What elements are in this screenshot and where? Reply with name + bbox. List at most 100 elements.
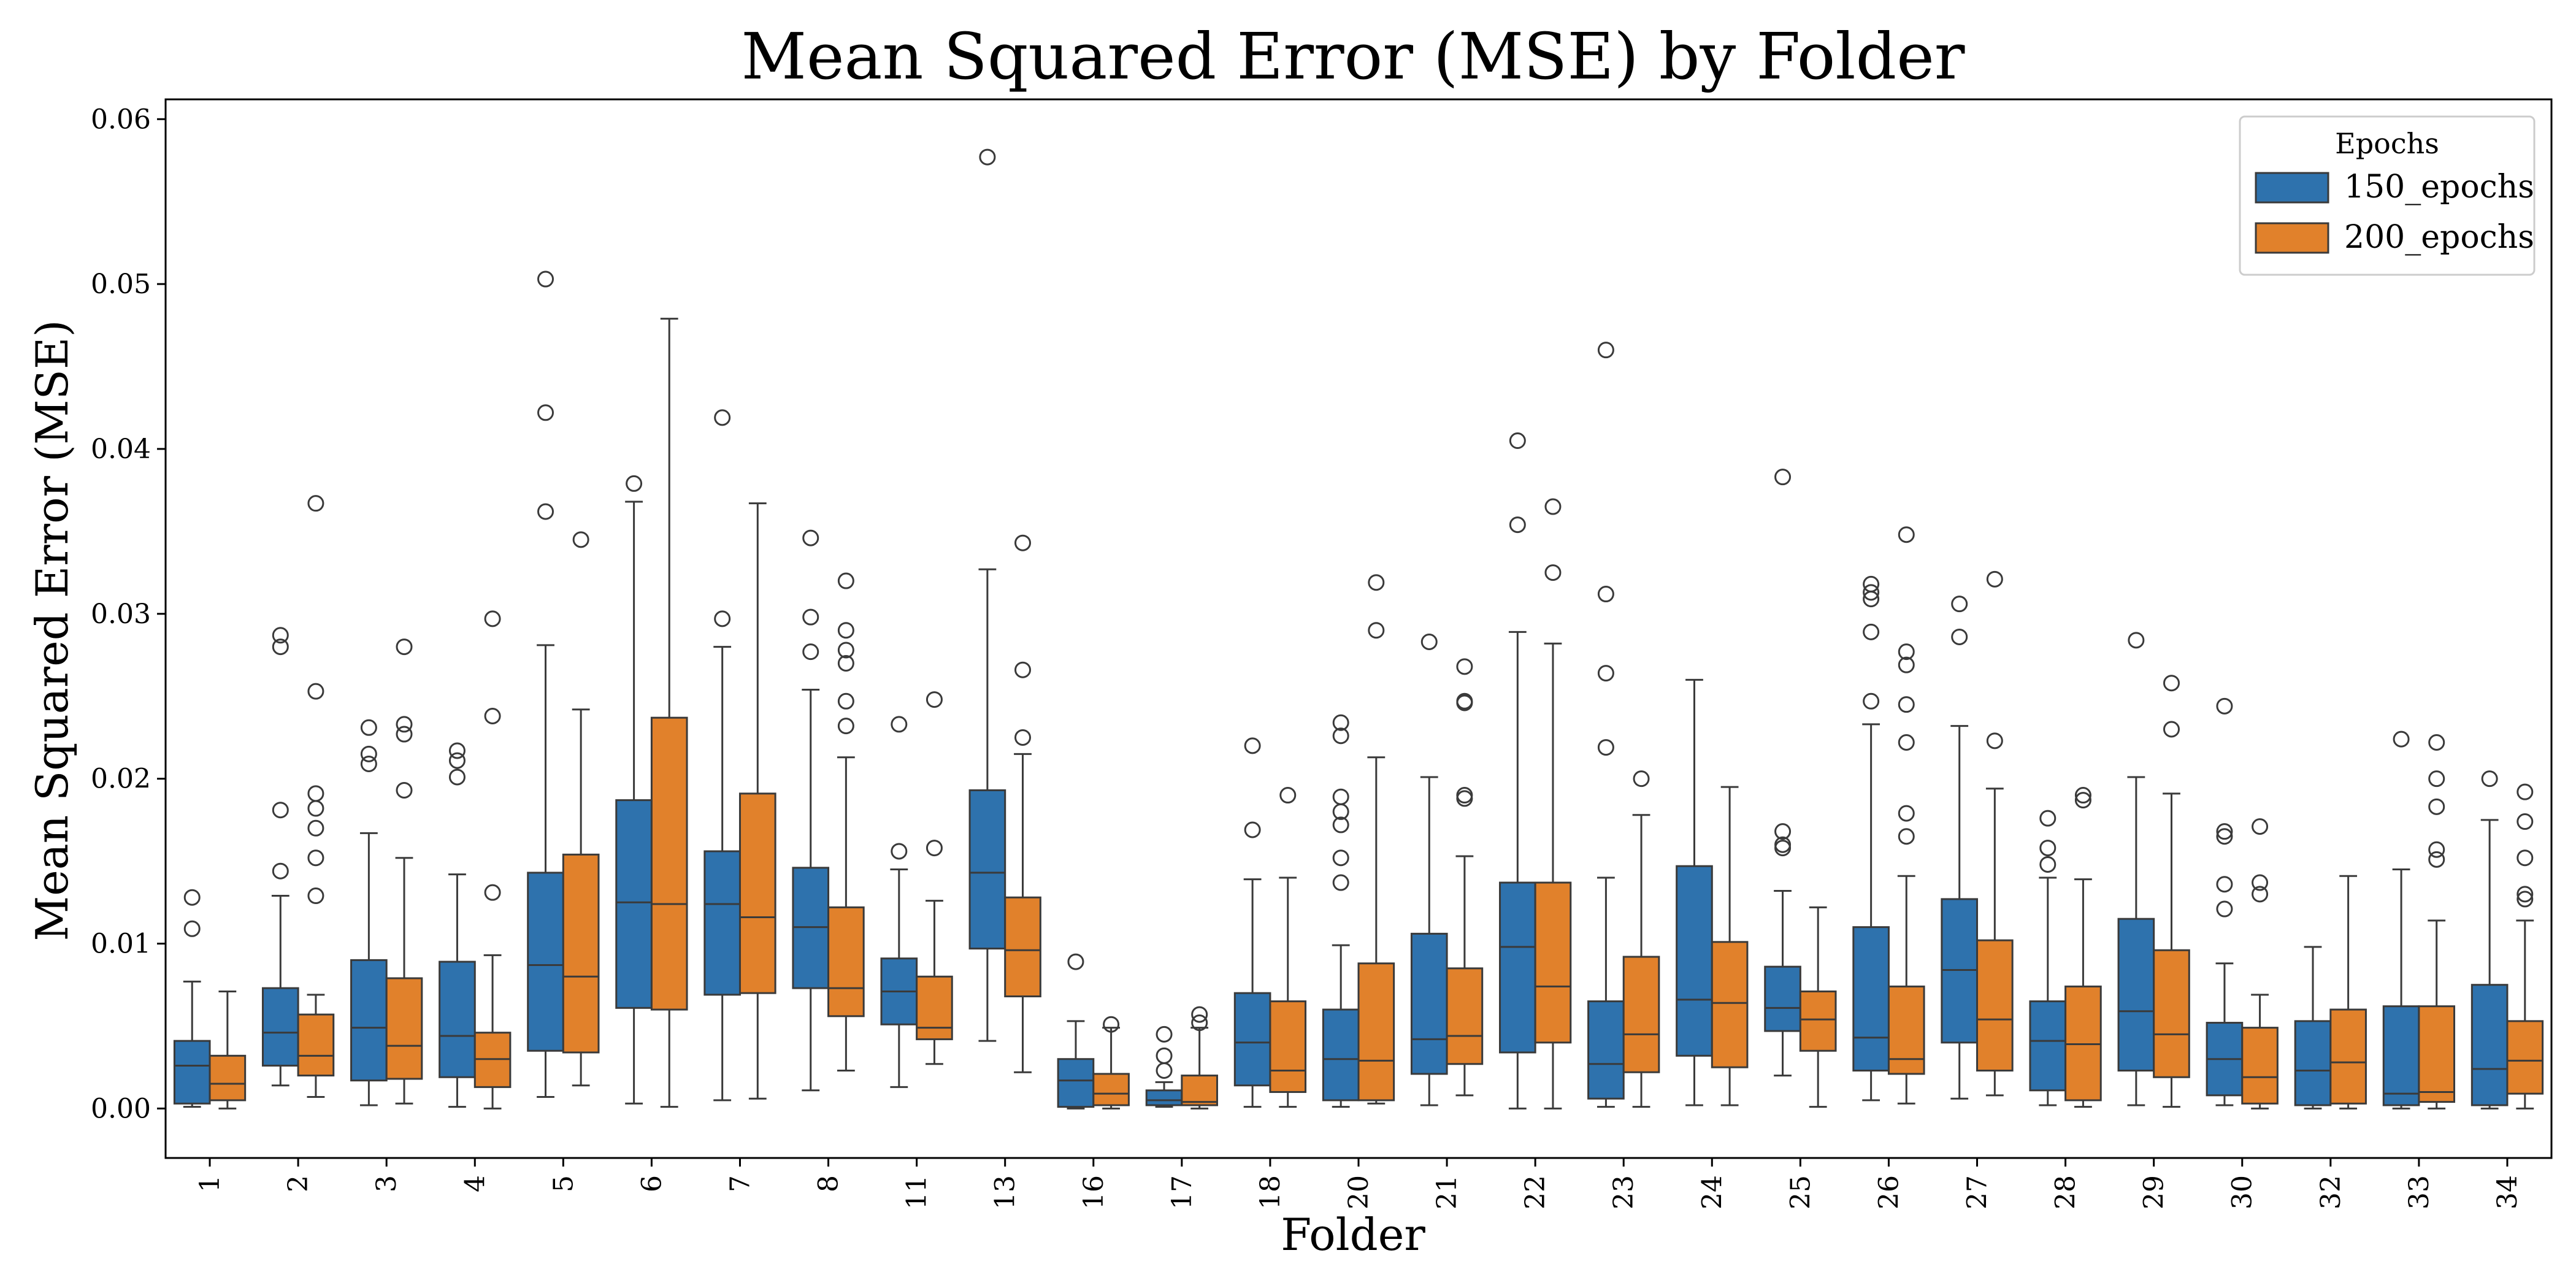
outlier-point [837, 718, 854, 735]
box-150_epochs-28 [2029, 810, 2067, 1106]
outlier-point [837, 572, 854, 589]
chart-title: Mean Squared Error (MSE) by Folder [742, 19, 1965, 94]
outlier-point [307, 849, 324, 867]
outlier-point [1456, 787, 1473, 804]
box-body [1446, 967, 1484, 1065]
box-150_epochs-13 [968, 148, 1006, 1042]
box-body [1410, 932, 1448, 1075]
box-150_epochs-21 [1410, 634, 1448, 1106]
outlier-point [1898, 828, 1915, 845]
outlier-point [1509, 516, 1526, 534]
box-200_epochs-13 [1004, 534, 1041, 1073]
outlier-point [2039, 810, 2057, 827]
box-body [1976, 939, 2014, 1072]
legend-item-200_epochs: 200_epochs [2255, 219, 2534, 256]
outlier-point [1279, 787, 1297, 804]
box-150_epochs-30 [2206, 697, 2244, 1106]
box-150_epochs-2 [261, 627, 299, 1087]
outlier-point [572, 531, 589, 548]
outlier-point [448, 752, 466, 769]
outlier-point [2393, 730, 2410, 748]
outlier-point [1067, 953, 1084, 970]
x-tick-label: 24 [1696, 1175, 1728, 1209]
outlier-point [802, 643, 819, 661]
box-body [385, 977, 423, 1080]
box-150_epochs-24 [1676, 678, 1713, 1106]
legend-label: 150_epochs [2344, 169, 2534, 205]
x-tick-label: 30 [2227, 1175, 2258, 1209]
box-150_epochs-1 [173, 889, 211, 1108]
box-200_epochs-27 [1976, 570, 2014, 1097]
outlier-point [1191, 1014, 1208, 1032]
outlier-point [1898, 734, 1915, 751]
box-200_epochs-2 [297, 495, 335, 1098]
box-200_epochs-20 [1357, 574, 1395, 1105]
box-body [2418, 1005, 2456, 1103]
box-200_epochs-1 [209, 990, 247, 1110]
outlier-point [396, 781, 413, 799]
box-150_epochs-4 [439, 742, 476, 1108]
outlier-point [1368, 574, 1385, 591]
outlier-point [272, 862, 289, 880]
box-150_epochs-29 [2117, 632, 2155, 1106]
outlier-point [2252, 818, 2269, 835]
box-body [703, 850, 741, 996]
x-tick-label: 20 [1343, 1175, 1374, 1209]
legend-label: 200_epochs [2344, 219, 2534, 256]
box-body [1322, 1008, 1360, 1102]
outlier-point [1014, 661, 1032, 678]
outlier-point [1244, 737, 1261, 754]
y-tick-label: 0.02 [91, 764, 151, 795]
x-tick-label: 5 [548, 1175, 579, 1192]
box-150_epochs-11 [880, 716, 918, 1088]
outlier-point [360, 755, 377, 772]
box-body [2241, 1027, 2279, 1105]
box-body [261, 987, 299, 1067]
x-tick-label: 1 [194, 1175, 226, 1192]
outlier-point [802, 608, 819, 626]
outlier-point [837, 622, 854, 639]
box-body [2329, 1008, 2367, 1105]
box-150_epochs-5 [527, 270, 564, 1098]
outlier-point [714, 409, 731, 426]
box-body [1711, 941, 1749, 1068]
outlier-point [1863, 692, 1880, 710]
x-tick-label: 25 [1785, 1175, 1816, 1209]
outlier-point [1951, 628, 1968, 645]
box-body [1676, 865, 1713, 1057]
box-150_epochs-23 [1587, 342, 1625, 1108]
outlier-point [396, 638, 413, 656]
outlier-point [2517, 886, 2534, 903]
box-150_epochs-17 [1145, 1025, 1183, 1108]
outlier-point [2039, 840, 2057, 857]
box-body [1764, 965, 1801, 1032]
outlier-point [272, 638, 289, 656]
outlier-point [1156, 1062, 1173, 1079]
outlier-point [2428, 798, 2445, 815]
box-body [1181, 1075, 1218, 1106]
x-tick-label: 21 [1432, 1175, 1463, 1209]
outlier-point [1986, 570, 2003, 588]
outlier-point [537, 404, 554, 421]
box-body [2294, 1020, 2332, 1106]
box-150_epochs-20 [1322, 714, 1360, 1108]
box-200_epochs-26 [1887, 526, 1925, 1105]
box-150_epochs-22 [1499, 432, 1536, 1110]
box-200_epochs-24 [1711, 786, 1749, 1106]
x-tick-label: 27 [1962, 1175, 1993, 1209]
outlier-point [1156, 1025, 1173, 1043]
outlier-point [1156, 1047, 1173, 1064]
outlier-point [1244, 821, 1261, 838]
x-tick-label: 2 [283, 1175, 314, 1192]
box-200_epochs-18 [1269, 787, 1307, 1108]
outlier-point [307, 819, 324, 837]
box-body [615, 799, 653, 1009]
box-150_epochs-3 [350, 719, 388, 1106]
box-body [916, 975, 953, 1040]
outlier-point [2517, 783, 2534, 800]
box-body [1004, 896, 1041, 998]
box-body [1145, 1089, 1183, 1106]
outlier-point [360, 719, 377, 736]
box-body [350, 959, 388, 1082]
outlier-point [1898, 805, 1915, 822]
